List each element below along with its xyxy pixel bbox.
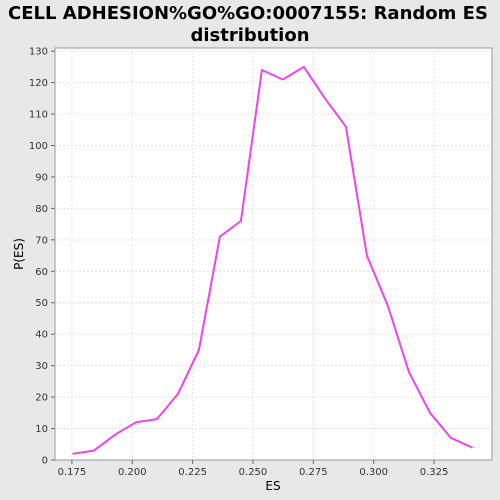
- y-tick-label: 70: [35, 235, 48, 246]
- data-point: [198, 349, 200, 351]
- data-point: [219, 235, 221, 238]
- y-axis: 0 10 20 30 40 50 60 70 80 90 100 110 120 130: [29, 47, 55, 467]
- data-point: [471, 446, 473, 449]
- grid-lines: [55, 48, 492, 460]
- y-tick-label: 30: [35, 361, 48, 372]
- x-tick-label: 0.250: [239, 467, 268, 478]
- data-point: [261, 69, 263, 71]
- x-axis-label: ES: [265, 479, 280, 493]
- data-point: [408, 371, 410, 373]
- data-point: [156, 418, 158, 420]
- x-tick-label: 0.300: [359, 467, 388, 478]
- data-point: [240, 220, 242, 222]
- x-tick-label: 0.225: [178, 467, 207, 478]
- series-layer: [72, 65, 473, 455]
- data-point: [72, 452, 74, 455]
- data-point: [93, 449, 95, 452]
- y-tick-label: 60: [35, 267, 48, 278]
- data-point: [135, 421, 137, 424]
- data-point: [114, 434, 116, 436]
- x-tick-label: 0.275: [299, 467, 328, 478]
- y-tick-label: 120: [29, 78, 48, 89]
- data-point: [303, 66, 305, 68]
- data-point: [282, 78, 284, 81]
- y-tick-label: 20: [35, 393, 48, 404]
- data-point: [387, 305, 389, 307]
- data-point: [177, 393, 179, 395]
- y-tick-label: 40: [35, 330, 48, 341]
- chart-title-line-2: distribution: [190, 25, 309, 46]
- y-tick-label: 50: [35, 298, 48, 309]
- data-point: [345, 125, 347, 128]
- y-tick-label: 80: [35, 204, 48, 215]
- data-point: [450, 437, 452, 439]
- y-tick-label: 100: [29, 141, 48, 152]
- series-line: [72, 65, 473, 455]
- data-point: [324, 97, 326, 100]
- y-tick-label: 90: [35, 172, 48, 183]
- chart-title-line-1: CELL ADHESION%GO%GO:0007155: Random ES: [8, 3, 488, 24]
- data-point: [366, 254, 368, 257]
- x-axis: 0.175 0.200 0.225 0.250 0.275 0.300 0.325: [58, 460, 449, 478]
- y-axis-label: P(ES): [12, 238, 26, 270]
- plot-area: [54, 47, 493, 461]
- x-tick-label: 0.200: [118, 467, 147, 478]
- data-point: [429, 412, 431, 414]
- x-tick-label: 0.175: [58, 467, 87, 478]
- y-tick-label: 130: [29, 47, 48, 58]
- y-tick-label: 0: [42, 456, 48, 467]
- y-tick-label: 110: [29, 110, 48, 121]
- x-tick-label: 0.325: [420, 467, 449, 478]
- y-tick-label: 10: [35, 424, 48, 435]
